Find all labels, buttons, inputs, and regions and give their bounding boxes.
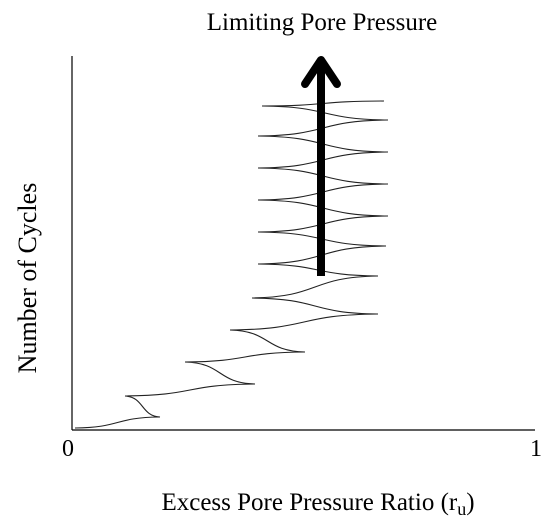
x-axis-label: Excess Pore Pressure Ratio (ru) — [161, 489, 474, 519]
x-tick-min: 0 — [62, 436, 74, 462]
x-axis-label-close: ) — [466, 489, 474, 516]
x-tick-max: 1 — [530, 436, 542, 462]
pore-pressure-cycle-curve — [74, 100, 389, 429]
arrow-head — [301, 56, 341, 88]
x-axis-label-subscript: u — [457, 499, 466, 519]
diagram-title: Limiting Pore Pressure — [207, 9, 438, 36]
up-arrow-icon — [301, 56, 341, 276]
x-axis-label-main: Excess Pore Pressure Ratio (r — [161, 489, 457, 516]
y-axis-label: Number of Cycles — [13, 183, 42, 374]
